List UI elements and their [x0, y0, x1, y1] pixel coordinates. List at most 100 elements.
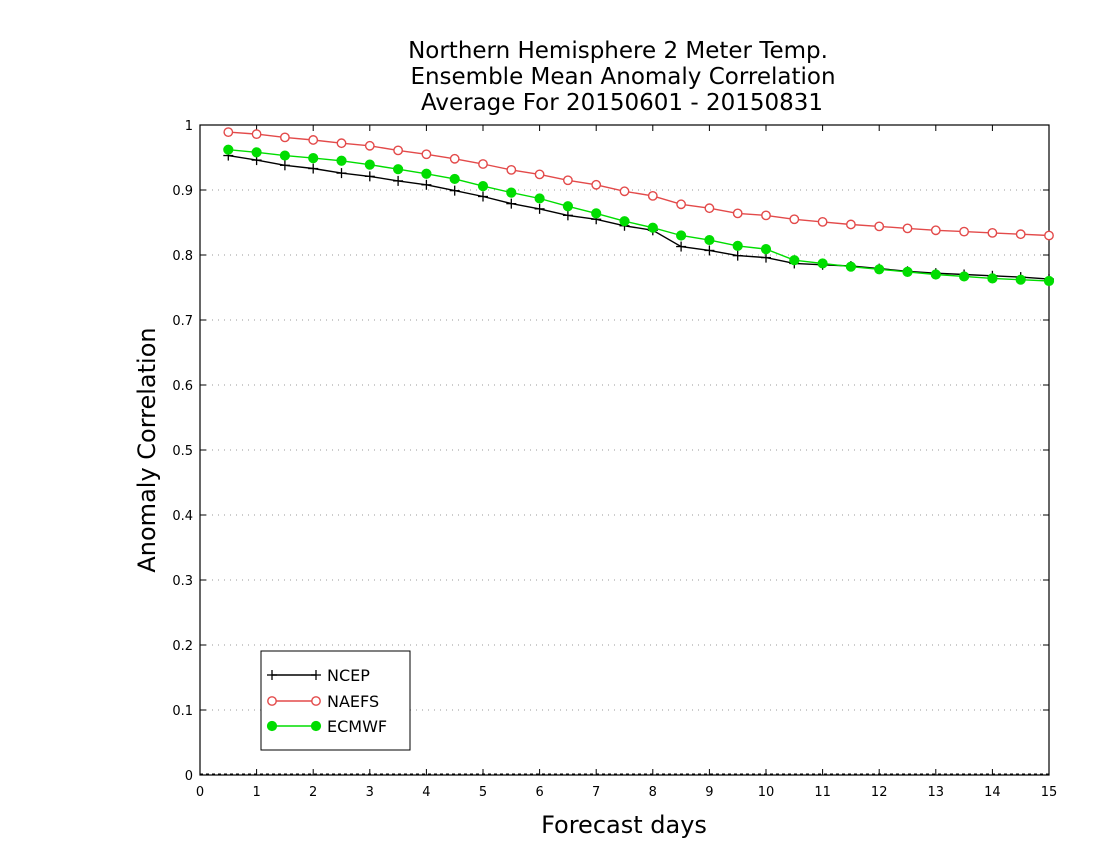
x-tick-label: 1 — [252, 785, 260, 800]
data-point-naefs — [421, 149, 432, 160]
data-point-naefs — [393, 145, 403, 156]
data-point-naefs — [563, 175, 573, 186]
legend-label-ecmwf: ECMWF — [327, 717, 387, 736]
data-point-ncep — [336, 168, 347, 179]
x-axis-title: Forecast days — [541, 811, 707, 839]
data-series — [223, 127, 1055, 287]
data-point-ecmwf — [393, 164, 404, 175]
data-point-ecmwf — [987, 273, 998, 284]
series-line-naefs — [228, 131, 1050, 237]
y-tick-label: 0 — [185, 769, 193, 784]
title-line-1: Northern Hemisphere 2 Meter Temp. — [408, 38, 828, 64]
data-point-ecmwf — [506, 187, 517, 198]
data-point-ecmwf — [1043, 275, 1055, 287]
y-tick-label: 0.6 — [172, 379, 193, 394]
data-point-ecmwf — [817, 258, 828, 269]
y-tick-label: 1 — [185, 119, 193, 134]
data-point-naefs — [251, 129, 262, 140]
data-point-ncep — [562, 210, 573, 221]
x-tick-label: 5 — [479, 785, 487, 800]
data-point-naefs — [846, 219, 856, 230]
data-point-naefs — [676, 199, 686, 210]
data-point-ecmwf — [308, 153, 319, 164]
x-tick-label: 10 — [758, 785, 775, 800]
data-point-naefs — [308, 135, 319, 145]
data-point-ecmwf — [364, 159, 375, 170]
series-naefs — [223, 127, 1054, 241]
data-point-naefs — [1015, 229, 1026, 240]
data-point-ncep — [279, 160, 290, 171]
x-tick-label: 0 — [196, 785, 204, 800]
data-point-naefs — [223, 127, 234, 138]
data-point-naefs — [874, 221, 885, 232]
data-point-naefs — [761, 210, 771, 221]
data-point-naefs — [506, 164, 517, 175]
data-point-ecmwf — [421, 168, 432, 179]
y-tick-label: 0.8 — [172, 249, 193, 264]
chart-title: Northern Hemisphere 2 Meter Temp. Ensemb… — [408, 38, 835, 116]
y-tick-label: 0.1 — [172, 704, 193, 719]
x-tick-label: 2 — [309, 785, 317, 800]
data-point-ncep — [364, 171, 375, 182]
legend-item-ncep: NCEP — [267, 666, 370, 685]
y-tick-label: 0.4 — [172, 509, 193, 524]
data-point-naefs — [789, 214, 800, 225]
data-point-ncep — [534, 203, 545, 214]
data-point-ecmwf — [760, 244, 772, 255]
data-point-ncep — [393, 175, 404, 186]
x-tick-label: 3 — [366, 785, 374, 800]
y-tick-label: 0.5 — [172, 444, 193, 459]
legend: NCEP NAEFS ECMWF — [260, 650, 411, 751]
data-point-ecmwf — [930, 269, 941, 280]
data-point-ncep — [478, 191, 488, 202]
data-point-naefs — [987, 227, 998, 238]
data-point-ncep — [732, 250, 743, 261]
data-point-ncep — [761, 252, 771, 263]
data-point-naefs — [704, 203, 715, 214]
data-point-ncep — [506, 198, 517, 209]
data-point-ncep — [449, 185, 460, 196]
x-tick-label: 9 — [705, 785, 713, 800]
data-point-naefs — [732, 208, 743, 219]
data-point-naefs — [959, 226, 969, 237]
data-point-naefs — [902, 223, 913, 234]
x-tick-label: 15 — [1041, 785, 1058, 800]
data-point-ecmwf — [619, 216, 630, 227]
legend-item-ecmwf: ECMWF — [266, 717, 387, 736]
data-point-ncep — [704, 245, 715, 256]
y-tick-label: 0.2 — [172, 639, 193, 654]
data-point-ecmwf — [676, 230, 687, 241]
x-tick-label: 4 — [422, 785, 430, 800]
data-point-ecmwf — [1015, 274, 1026, 285]
data-point-ecmwf — [562, 201, 574, 212]
legend-marker-ncep — [267, 670, 277, 680]
data-point-naefs — [930, 225, 941, 236]
data-point-ecmwf — [845, 261, 857, 272]
data-point-naefs — [534, 169, 545, 180]
y-tick-label: 0.3 — [172, 574, 193, 589]
title-line-3: Average For 20150601 - 20150831 — [421, 90, 823, 116]
y-tick-label: 0.7 — [172, 314, 193, 329]
data-point-ecmwf — [534, 193, 545, 204]
x-tick-label: 13 — [928, 785, 945, 800]
x-tick-label: 12 — [871, 785, 888, 800]
series-line-ecmwf — [228, 149, 1050, 282]
data-point-ecmwf — [647, 222, 658, 233]
x-tick-label: 14 — [984, 785, 1001, 800]
x-tick-label: 11 — [814, 785, 831, 800]
legend-marker-naefs — [267, 696, 277, 706]
data-point-ecmwf — [789, 255, 800, 266]
y-tick-label: 0.9 — [172, 184, 193, 199]
legend-marker-ecmwf — [310, 720, 322, 732]
x-tick-label: 7 — [592, 785, 600, 800]
data-point-ecmwf — [449, 173, 460, 185]
data-point-ecmwf — [251, 147, 262, 158]
data-point-ecmwf — [223, 144, 234, 155]
x-tick-label: 8 — [649, 785, 657, 800]
legend-marker-naefs — [311, 696, 321, 706]
data-point-ncep — [308, 163, 319, 174]
legend-label-ncep: NCEP — [327, 666, 370, 685]
data-point-ecmwf — [732, 240, 743, 251]
data-point-naefs — [364, 140, 375, 151]
data-point-naefs — [1044, 230, 1054, 241]
